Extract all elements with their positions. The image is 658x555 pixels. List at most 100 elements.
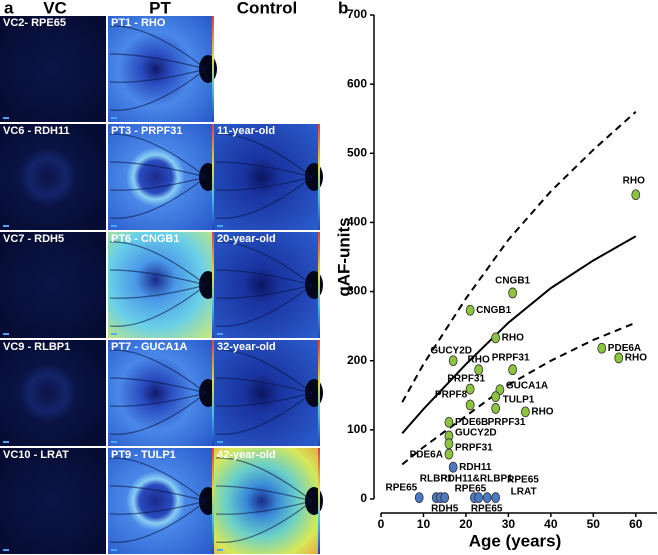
color-bar: [318, 232, 320, 338]
fundus-image: [0, 16, 106, 122]
x-tick-label: 40: [544, 517, 558, 531]
y-tick-label: 0: [360, 491, 367, 505]
vessel: [109, 176, 207, 219]
data-point: [448, 355, 458, 367]
scale-mark: [111, 333, 117, 335]
vessel: [215, 349, 313, 394]
panel-b: b qAF-units Age (years) 0100200300400500…: [334, 0, 657, 550]
vessel: [109, 392, 207, 407]
data-point: [491, 332, 501, 344]
data-point: [597, 342, 607, 354]
fundus-image: [214, 340, 320, 446]
image-label: VC6 - RDH11: [3, 125, 70, 137]
image-label: VC2- RPE65: [3, 17, 66, 29]
vessel: [215, 392, 313, 435]
x-tick-label: 0: [378, 517, 385, 531]
point-label: RLBP1: [420, 473, 453, 484]
vessel: [109, 485, 207, 502]
scale-mark: [3, 441, 9, 443]
scale-mark: [217, 441, 223, 443]
color-bar: [212, 232, 214, 338]
y-axis-label: qAF-units: [334, 217, 353, 296]
vessel: [215, 161, 313, 178]
data-point: [444, 448, 454, 460]
point-label: PDE6A: [410, 450, 443, 461]
point-label: RHO: [623, 175, 645, 186]
x-tick-label: 20: [459, 517, 473, 531]
fundus-image: [108, 16, 214, 122]
y-tick-label: 300: [347, 284, 367, 298]
image-label: VC10 - LRAT: [3, 449, 69, 461]
scale-mark: [3, 117, 9, 119]
vessel: [215, 500, 313, 515]
fundus-image: [108, 340, 214, 446]
data-point: [474, 364, 484, 376]
y-tick-label: 700: [347, 7, 367, 21]
fundus-image: [214, 232, 320, 338]
fundus-image: [108, 448, 214, 554]
vessel: [109, 457, 207, 502]
color-bar: [318, 448, 320, 554]
x-tick-label: 10: [417, 517, 431, 531]
point-label: RDH11&RLBP1: [440, 473, 513, 484]
vessel: [109, 176, 207, 191]
data-point: [491, 391, 501, 403]
y-tick-label: 400: [347, 215, 367, 229]
vessel: [109, 25, 207, 70]
optic-disc: [305, 163, 323, 191]
vessel: [109, 500, 207, 515]
scale-mark: [111, 549, 117, 551]
vessel: [109, 161, 207, 178]
fundus-image: [0, 124, 106, 230]
fundus-image: [214, 448, 320, 554]
reference-curve: [401, 111, 637, 403]
image-label: PT3 - PRPF31: [111, 125, 183, 137]
data-point: [440, 492, 450, 504]
x-tick-label: 50: [587, 517, 601, 531]
scale-mark: [3, 333, 9, 335]
vessel: [215, 176, 313, 219]
scale-mark: [3, 549, 9, 551]
image-label: VC9 - RLBP1: [3, 341, 70, 353]
image-label: PT1 - RHO: [111, 17, 166, 29]
image-label: 11-year-old: [217, 125, 275, 137]
data-point: [414, 492, 424, 504]
point-label: PRPF8: [435, 390, 468, 401]
column-header: Control: [237, 0, 297, 17]
vessel: [215, 284, 313, 299]
reference-curve: [401, 321, 637, 466]
fundus-image: [108, 232, 214, 338]
point-label: RHO: [625, 353, 647, 364]
point-label: RDH5: [431, 503, 459, 514]
scale-mark: [217, 549, 223, 551]
data-point: [465, 383, 475, 395]
panel-label: a: [4, 0, 14, 17]
point-label: RPE65: [386, 482, 418, 493]
data-point: [448, 461, 458, 473]
vessel: [109, 284, 207, 327]
column-header: VC: [43, 0, 67, 17]
scale-mark: [217, 333, 223, 335]
data-point: [491, 403, 501, 414]
vessel: [215, 241, 313, 286]
point-label: TULP1: [503, 394, 535, 405]
data-point: [508, 287, 518, 299]
color-bar: [318, 124, 320, 230]
y-tick-label: 600: [347, 76, 367, 90]
vessel: [109, 284, 207, 299]
image-label: PT6 - CNGB1: [111, 233, 179, 245]
point-label: RHO: [502, 333, 524, 344]
point-label: PDE6A: [608, 343, 641, 354]
vessel: [109, 392, 207, 435]
y-tick-label: 200: [347, 353, 367, 367]
vessel: [215, 392, 313, 407]
panel-label: b: [338, 0, 348, 17]
vessel: [109, 377, 207, 394]
point-label: RHO: [468, 354, 490, 365]
vessel: [215, 176, 313, 191]
x-tick-label: 30: [502, 517, 516, 531]
vessel: [109, 133, 207, 178]
fundus-image: [0, 232, 106, 338]
data-point: [631, 189, 641, 201]
vessel: [215, 500, 313, 543]
